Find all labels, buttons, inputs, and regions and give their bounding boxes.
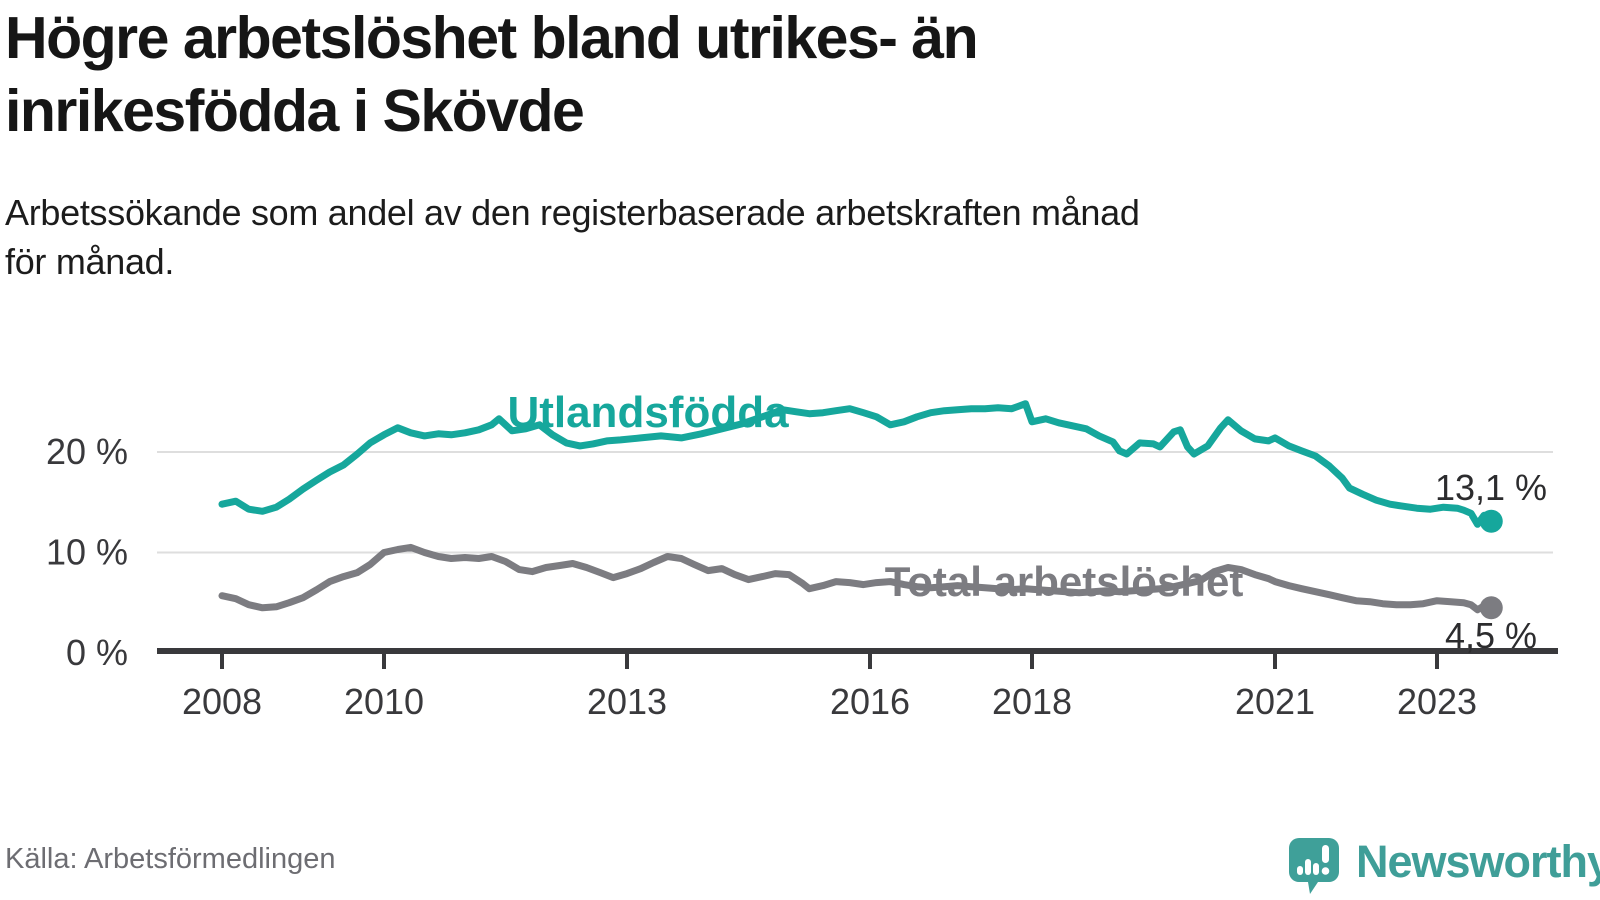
page-subtitle: Arbetssökande som andel av den registerb…	[5, 192, 1140, 282]
end-dot-utlandsfodda	[1479, 509, 1503, 533]
series-line-total	[218, 543, 1495, 614]
series-end-dots	[1479, 509, 1503, 620]
end-value-label-utlandsfodda: 13,1 %	[1435, 467, 1547, 508]
series-lines	[218, 400, 1495, 614]
gridlines: 0 % 10 % 20 %	[46, 431, 1553, 673]
y-tick-label-10: 10 %	[46, 531, 128, 572]
series-label-total: Total arbetslöshet	[885, 558, 1244, 605]
newsworthy-logo: Newsworthy	[1289, 836, 1600, 896]
x-tick-label-2010: 2010	[344, 681, 424, 722]
page-title: Högre arbetslöshet bland utrikes- än inr…	[5, 5, 979, 144]
x-tick-label-2021: 2021	[1235, 681, 1315, 722]
end-dot-total	[1479, 596, 1503, 620]
x-tick-label-2023: 2023	[1397, 681, 1477, 722]
x-tick-label-2013: 2013	[587, 681, 667, 722]
x-tick-label-2018: 2018	[992, 681, 1072, 722]
x-tick-label-2008: 2008	[182, 681, 262, 722]
series-line-utlandsfodda	[218, 400, 1495, 528]
newsworthy-logo-wordmark: Newsworthy	[1356, 836, 1600, 887]
y-tick-label-0: 0 %	[66, 632, 128, 673]
newsworthy-logo-icon	[1289, 838, 1339, 894]
source-note: Källa: Arbetsförmedlingen	[5, 843, 336, 875]
x-tick-label-2016: 2016	[830, 681, 910, 722]
series-label-utlandsfodda: Utlandsfödda	[507, 388, 789, 437]
y-tick-label-20: 20 %	[46, 431, 128, 472]
end-value-label-total: 4,5 %	[1445, 615, 1537, 656]
x-axis: 2008 2010 2013 2016 2018 2021 2023	[157, 648, 1558, 722]
